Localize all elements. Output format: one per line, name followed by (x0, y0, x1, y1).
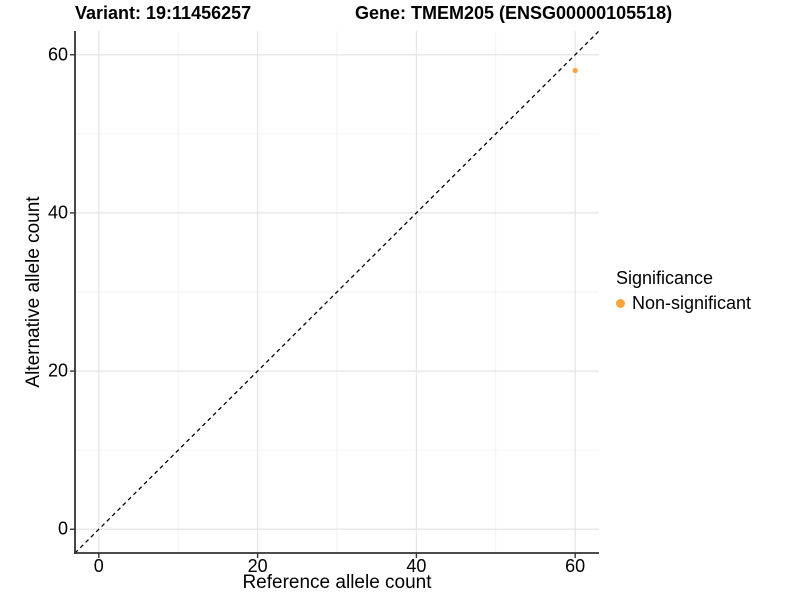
y-axis-title: Alternative allele count (23, 196, 44, 388)
legend-item: Non-significant (616, 293, 751, 314)
legend-point-swatch-icon (616, 299, 625, 308)
legend-item-label: Non-significant (632, 293, 752, 313)
legend-title: Significance (616, 268, 714, 288)
y-tick-label: 40 (47, 202, 68, 223)
y-tick-label: 60 (47, 44, 68, 65)
plot-title-variant: Variant: 19:11456257 (75, 3, 252, 23)
plot-title-gene: Gene: TMEM205 (ENSG00000105518) (355, 3, 673, 23)
x-tick-label: 60 (565, 556, 586, 576)
x-tick-label: 20 (247, 556, 268, 576)
x-tick-label: 0 (93, 556, 104, 576)
x-axis-title: Reference allele count (242, 572, 432, 593)
legend: Significance Non-significant (616, 268, 751, 314)
x-tick-label: 40 (406, 556, 427, 576)
data-point (572, 67, 578, 74)
identity-line (74, 30, 600, 554)
y-tick-label: 20 (47, 360, 68, 381)
y-tick-label: 0 (57, 518, 68, 539)
